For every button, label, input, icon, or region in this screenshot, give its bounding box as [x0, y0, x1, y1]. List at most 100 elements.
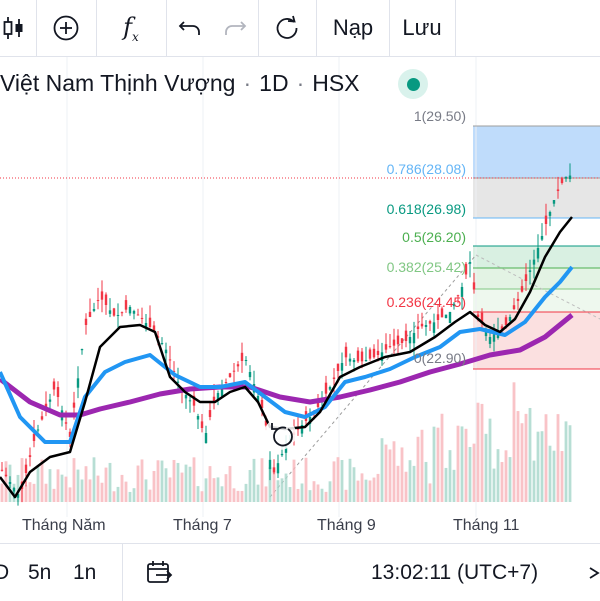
candle-body	[508, 317, 512, 322]
candle-body	[200, 421, 204, 428]
undo-button[interactable]	[167, 0, 213, 56]
volume-bar	[136, 465, 140, 502]
volume-bar	[312, 481, 316, 502]
interval-button-5n[interactable]: 5n	[28, 560, 52, 584]
scroll-arrow-icon	[589, 566, 600, 579]
redo-icon	[225, 21, 247, 35]
vertical-gridlines	[66, 57, 477, 517]
fib-label-3: 0.5(26.20)	[402, 229, 466, 245]
volume-bar	[412, 465, 416, 502]
candle-body	[120, 312, 124, 314]
candle-body	[8, 482, 12, 484]
candle-body	[524, 274, 528, 281]
fib-trend-line-2[interactable]	[475, 254, 600, 320]
clock-timezone[interactable]: 13:02:11 (UTC+7)	[371, 560, 539, 584]
candle-body	[420, 323, 424, 327]
add-compare-button[interactable]	[37, 0, 95, 56]
candles-chart-type-button[interactable]	[0, 0, 28, 56]
interval-button-1n[interactable]: 1n	[73, 560, 97, 584]
volume-bar	[68, 487, 72, 502]
volume-bar	[480, 403, 484, 502]
volume-bar	[444, 467, 448, 502]
volume-bar	[196, 486, 200, 502]
undo-icon	[178, 21, 200, 35]
volume-bar	[36, 464, 40, 502]
candle-body	[348, 358, 352, 362]
candle-body	[140, 317, 144, 319]
volume-bar	[264, 486, 268, 502]
volume-bar	[224, 474, 228, 502]
more-icon[interactable]	[588, 544, 600, 601]
fib-zone-1	[473, 126, 600, 178]
exchange-label: HSX	[312, 69, 360, 96]
volume-bar	[308, 490, 312, 502]
candle-body	[112, 308, 116, 316]
candle-body	[372, 348, 376, 358]
volume-bar	[476, 402, 480, 502]
candle-body	[332, 377, 336, 379]
load-layout-button[interactable]: Nạp	[332, 15, 374, 40]
save-layout-button[interactable]: Lưu	[402, 15, 442, 40]
volume-bar	[212, 478, 216, 502]
candles-icon	[3, 17, 23, 39]
volume-bar	[336, 457, 340, 502]
candle-body	[264, 420, 268, 426]
candle-body	[236, 364, 240, 367]
interval-label: 1D	[259, 69, 289, 96]
candle-body	[240, 352, 244, 361]
candle-body	[436, 314, 440, 320]
volume-bar	[432, 426, 436, 502]
candle-body	[192, 395, 196, 406]
volume-bar	[124, 481, 128, 502]
candle-body	[196, 416, 200, 420]
bottom-bar: D 5n 1n 13:02:11 (UTC+7)	[0, 543, 600, 601]
volume-bar	[168, 477, 172, 502]
volume-bar	[464, 428, 468, 502]
go-to-date-button[interactable]	[145, 544, 173, 601]
candle-body	[208, 410, 212, 417]
market-status-indicator[interactable]	[398, 69, 428, 99]
replay-icon[interactable]	[264, 418, 296, 450]
redo-button[interactable]	[213, 0, 257, 56]
volume-bar	[100, 482, 104, 502]
candle-body	[556, 189, 560, 191]
volume-bar	[304, 457, 308, 502]
fib-label-4: 0.382(25.42)	[386, 259, 466, 275]
volume-bar	[344, 489, 348, 502]
indicators-button[interactable]: fx	[97, 0, 165, 56]
volume-bar	[280, 478, 284, 502]
candle-body	[276, 463, 280, 474]
volume-bar	[288, 487, 292, 502]
volume-bar	[104, 467, 108, 502]
x-axis-label-nov: Tháng 11	[453, 517, 520, 534]
price-chart[interactable]	[0, 57, 600, 542]
volume-bar	[328, 481, 332, 502]
volume-bar	[396, 465, 400, 502]
candle-body	[84, 318, 88, 325]
symbol-header[interactable]: Việt Nam Thịnh Vượng · 1D · HSX	[0, 66, 360, 100]
volume-bar	[32, 483, 36, 502]
candle-body	[392, 339, 396, 346]
volume-bar	[372, 477, 376, 502]
volume-bar	[148, 489, 152, 502]
candle-body	[388, 346, 392, 348]
volume-bar	[544, 414, 548, 502]
interval-button-d[interactable]: D	[0, 560, 10, 584]
symbol-name: Việt Nam Thịnh Vượng	[0, 69, 236, 96]
candle-body	[344, 346, 348, 358]
volume-bar	[248, 470, 252, 502]
candle-body	[424, 325, 428, 327]
refresh-icon	[276, 15, 298, 39]
volume-bar	[496, 449, 500, 502]
fib-label-0: 1(29.50)	[413, 108, 466, 124]
reset-chart-button[interactable]	[259, 0, 315, 56]
volume-bar	[404, 471, 408, 502]
volume-bar	[460, 426, 464, 502]
candle-body	[484, 330, 488, 337]
volume-bar	[376, 473, 380, 502]
volume-bar	[400, 447, 404, 502]
candle-body	[548, 212, 552, 216]
candle-body	[80, 349, 84, 351]
candle-body	[324, 382, 328, 394]
volume-bar	[528, 407, 532, 502]
